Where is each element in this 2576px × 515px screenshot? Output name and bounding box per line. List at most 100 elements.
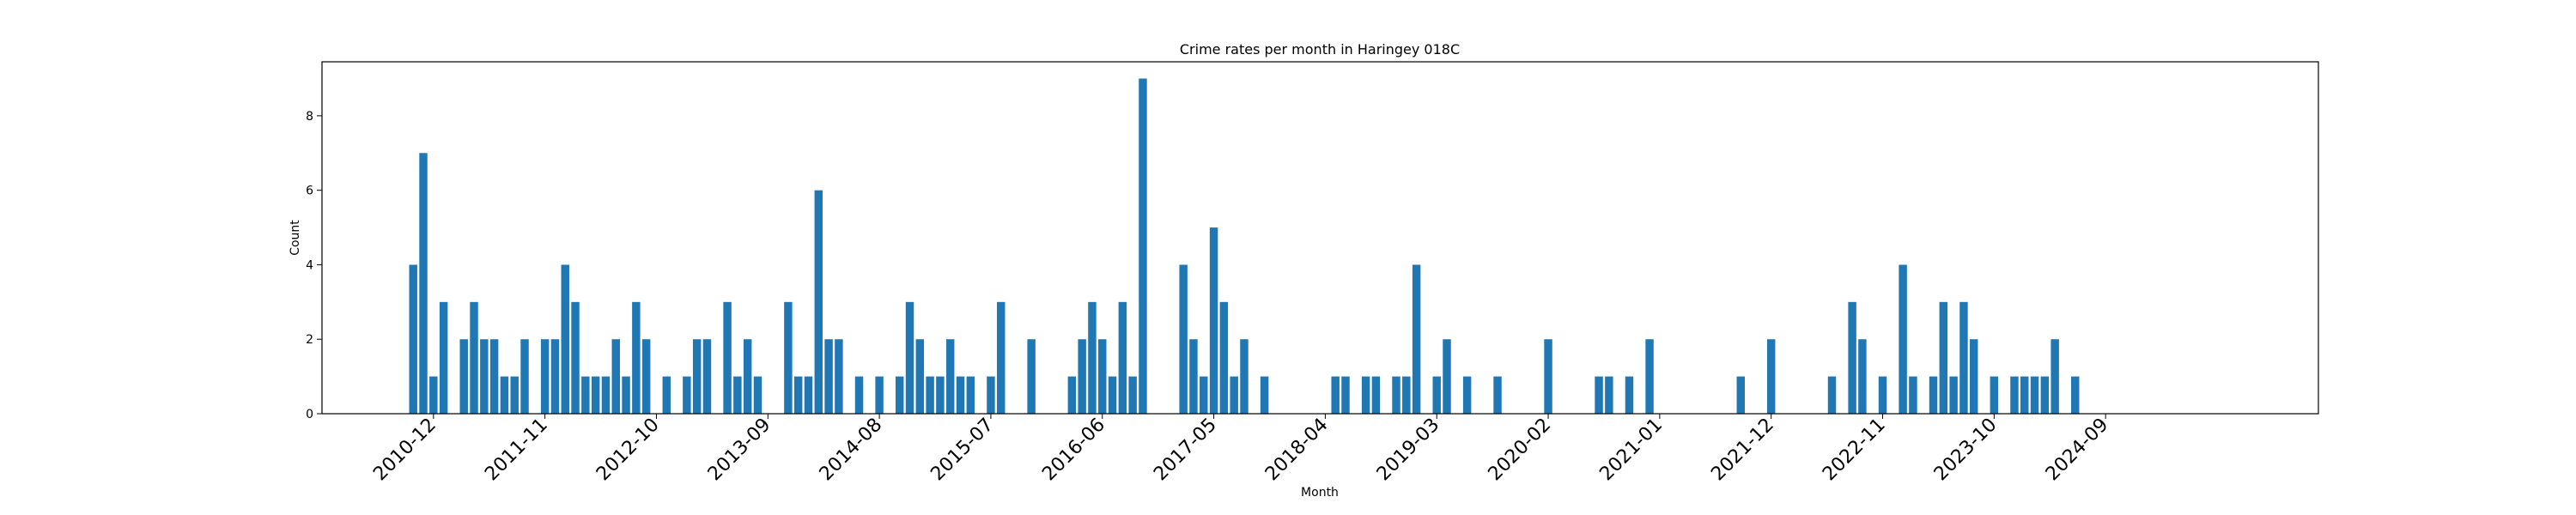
y-tick-label: 2 — [306, 333, 313, 347]
bar — [2040, 376, 2050, 414]
y-axis: 0 2 4 6 8 — [306, 110, 322, 421]
bar — [419, 153, 428, 415]
x-tick-label: 2018-04 — [1261, 415, 1333, 486]
bar — [1189, 339, 1198, 414]
bar — [946, 339, 955, 414]
x-tick-label: 2015-07 — [927, 415, 998, 486]
bar — [824, 339, 833, 414]
bar — [1260, 376, 1269, 414]
bar — [1736, 376, 1745, 414]
bar — [804, 376, 813, 414]
bar — [997, 301, 1005, 414]
bar — [1219, 301, 1229, 414]
bar — [439, 301, 448, 414]
bar — [591, 376, 600, 414]
x-tick-label: 2019-03 — [1373, 415, 1444, 486]
bar — [1544, 339, 1552, 414]
bar — [956, 376, 965, 414]
bar — [500, 376, 509, 414]
bar — [429, 376, 438, 414]
bar — [1108, 376, 1117, 414]
bar — [2050, 339, 2059, 414]
bar — [1027, 339, 1036, 414]
bar — [814, 190, 823, 414]
bar — [1088, 301, 1097, 414]
bar — [1899, 264, 1907, 414]
bar — [733, 376, 742, 414]
bar — [987, 376, 995, 414]
bar — [1078, 339, 1086, 414]
bar — [784, 301, 793, 414]
bar — [1331, 376, 1340, 414]
bar — [1432, 376, 1441, 414]
bar — [1909, 376, 1917, 414]
bar — [1493, 376, 1502, 414]
x-tick-label: 2013-09 — [704, 415, 775, 486]
bar — [1858, 339, 1867, 414]
x-tick-label: 2022-11 — [1819, 415, 1890, 486]
y-axis-label: Count — [289, 220, 302, 256]
bar — [2030, 376, 2039, 414]
x-axis-label: Month — [1301, 486, 1339, 500]
x-tick-label: 2021-01 — [1595, 415, 1667, 486]
bar — [1128, 376, 1137, 414]
bar — [510, 376, 519, 414]
bar — [459, 339, 468, 414]
bar — [1970, 339, 1978, 414]
bar — [1230, 376, 1238, 414]
bar — [1098, 339, 1107, 414]
bar — [1766, 339, 1776, 414]
bar — [1878, 376, 1887, 414]
bar — [1625, 376, 1634, 414]
x-tick-label: 2016-06 — [1038, 415, 1109, 486]
x-tick-label: 2014-08 — [816, 415, 887, 486]
bar — [2010, 376, 2019, 414]
bar — [743, 339, 752, 414]
bar — [1392, 376, 1400, 414]
y-tick-label: 0 — [306, 408, 313, 421]
bar — [409, 264, 417, 414]
x-tick-label: 2010-12 — [369, 415, 440, 486]
bar — [2020, 376, 2029, 414]
bar — [702, 339, 712, 414]
bar — [1139, 78, 1147, 415]
bar — [561, 264, 569, 414]
x-tick-label: 2011-11 — [481, 415, 552, 486]
bar — [1645, 339, 1654, 414]
bar — [936, 376, 945, 414]
bars — [409, 78, 2080, 415]
bar — [1949, 376, 1958, 414]
bar — [915, 339, 925, 414]
bar — [480, 339, 489, 414]
bar — [926, 376, 934, 414]
bar — [1848, 301, 1856, 414]
bar — [835, 339, 843, 414]
bar — [875, 376, 884, 414]
x-tick-label: 2021-12 — [1707, 415, 1778, 486]
bar — [1929, 376, 1938, 414]
bar — [1200, 376, 1208, 414]
bar — [1827, 376, 1837, 414]
x-tick-label: 2023-10 — [1930, 415, 2002, 486]
bar — [1240, 339, 1249, 414]
bar — [581, 376, 590, 414]
bar — [2071, 376, 2080, 414]
bar — [1209, 227, 1218, 414]
bar — [723, 301, 732, 414]
bar — [622, 376, 630, 414]
bar — [1361, 376, 1370, 414]
bar — [1067, 376, 1077, 414]
bar — [601, 376, 611, 414]
y-tick-label: 4 — [306, 258, 313, 272]
bar — [854, 376, 864, 414]
bar — [611, 339, 620, 414]
bar — [1412, 264, 1421, 414]
bar — [520, 339, 529, 414]
bar — [1990, 376, 1999, 414]
bar — [1939, 301, 1948, 414]
bar — [905, 301, 914, 414]
bar — [1371, 376, 1381, 414]
y-tick-label: 8 — [306, 110, 313, 124]
bar — [966, 376, 975, 414]
